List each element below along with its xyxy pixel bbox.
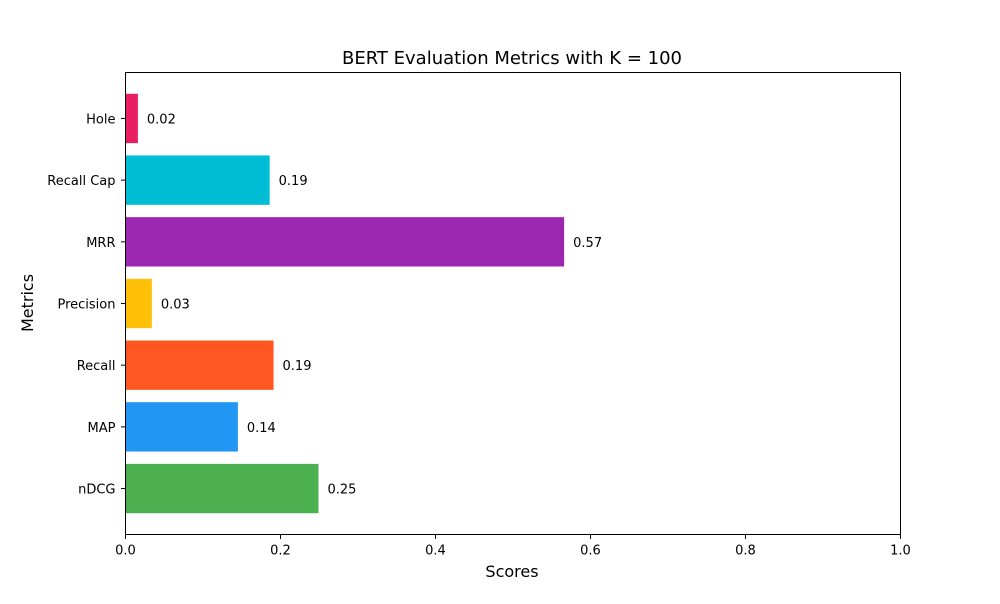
x-tick-label: 0.6 [580, 544, 601, 559]
bar [125, 217, 565, 267]
x-tick-label: 0.2 [270, 544, 291, 559]
bar-value-label: 0.14 [247, 421, 276, 436]
y-tick-label: nDCG [78, 483, 115, 498]
y-tick-label: MRR [86, 236, 115, 251]
bar-value-label: 0.03 [161, 298, 190, 313]
y-tick-label: Hole [86, 112, 115, 127]
bar-value-label: 0.02 [147, 112, 176, 127]
chart-title: BERT Evaluation Metrics with K = 100 [342, 48, 682, 69]
bar-value-label: 0.25 [327, 483, 356, 498]
bar-value-label: 0.19 [283, 359, 312, 374]
x-tick-label: 0.8 [735, 544, 756, 559]
y-axis-label: Metrics [18, 274, 37, 332]
bar [125, 340, 274, 390]
ticks-layer: nDCG MAP Recall Precision MRR Recall Cap Hole 0… [47, 112, 911, 558]
x-tick-label: 0.0 [115, 544, 136, 559]
bar [125, 155, 270, 205]
x-tick-label: 1.0 [890, 544, 911, 559]
bar [125, 278, 152, 329]
x-tick-label: 0.4 [425, 544, 446, 559]
bar-value-label: 0.57 [573, 236, 602, 251]
y-tick-label: Recall [77, 359, 116, 374]
y-tick-label: Precision [57, 298, 115, 313]
bar [125, 402, 238, 452]
bar [125, 93, 138, 144]
x-axis-label: Scores [485, 562, 538, 581]
bar [125, 463, 319, 514]
y-tick-label: Recall Cap [47, 174, 115, 189]
plot-frame [125, 72, 901, 535]
y-tick-label: MAP [88, 421, 116, 436]
bar-value-label: 0.19 [279, 174, 308, 189]
bars-layer: 0.25 0.14 0.19 0.03 0.57 0.19 0.02 [125, 93, 602, 514]
